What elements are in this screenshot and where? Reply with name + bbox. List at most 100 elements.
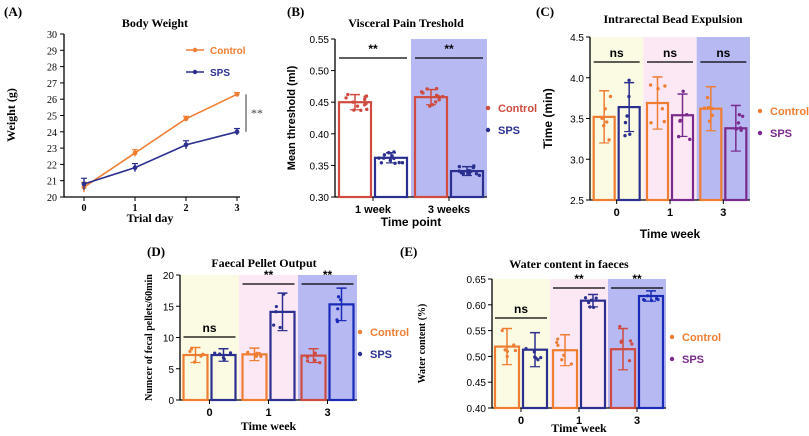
scatter-dot [676, 134, 681, 139]
scatter-dot [318, 361, 322, 365]
scatter-dot [605, 120, 609, 124]
scatter-dot [363, 95, 367, 99]
scatter-dot [602, 123, 606, 128]
y-tick-label-e: 0.50 [467, 352, 487, 363]
scatter-dot [663, 84, 667, 88]
data-point [132, 150, 138, 156]
scatter-dot [678, 118, 683, 123]
x-tick-label-a: 1 [133, 203, 138, 214]
x-tick-label-c: 0 [614, 207, 620, 219]
chart-title-c: Intrarectal Bead Expulsion [603, 12, 742, 26]
scatter-dot [681, 89, 685, 94]
scatter-dot [618, 324, 622, 329]
scatter-dot [589, 298, 593, 302]
y-tick-label-a: 26 [47, 95, 57, 106]
y-tick-label-a: 30 [47, 30, 57, 41]
scatter-dot [441, 94, 445, 99]
y-axis-label-c: Time (min) [541, 88, 555, 148]
scatter-dot [630, 342, 634, 346]
significance-label: ** [574, 272, 584, 286]
y-tick-label-d: 20 [163, 271, 175, 282]
group-background [550, 279, 608, 408]
chart-title-a: Body Weight [122, 16, 188, 30]
group-background [492, 279, 550, 408]
scatter-dot [365, 107, 369, 112]
scatter-dot [641, 298, 646, 302]
scatter-dot [428, 104, 432, 108]
scatter-dot [706, 105, 711, 110]
scatter-dot [603, 107, 607, 111]
series-line-sps [83, 131, 238, 185]
significance-label: ** [264, 268, 274, 282]
scatter-dot [425, 87, 429, 91]
y-tick-label-d: 15 [163, 302, 175, 313]
scatter-dot [569, 362, 574, 366]
scatter-dot [562, 353, 566, 357]
scatter-dot [467, 171, 472, 176]
legend-label-sps: SPS [770, 128, 792, 140]
x-tick-label-a: 3 [235, 203, 240, 214]
y-tick-label-a: 21 [47, 177, 57, 188]
scatter-dot [500, 328, 504, 333]
y-tick-label-a: 25 [47, 112, 57, 123]
scatter-dot [199, 354, 203, 358]
y-axis-label-e: Water content (%) [417, 304, 428, 384]
scatter-dot [359, 108, 363, 113]
y-tick-label-b: 0.35 [310, 161, 330, 172]
legend-label-control: Control [210, 46, 246, 57]
scatter-dot [222, 357, 226, 361]
legend-marker [192, 47, 198, 53]
y-tick-label-a: 22 [47, 160, 57, 171]
scatter-dot [607, 138, 611, 142]
y-tick-label-b: 0.50 [310, 67, 330, 78]
y-tick-label-e: 0.40 [467, 404, 487, 415]
scatter-dot [583, 296, 588, 300]
x-tick-label-a: 0 [82, 203, 87, 214]
scatter-dot [600, 116, 604, 120]
scatter-dot [685, 112, 689, 117]
scatter-dot [397, 160, 401, 165]
panel-c: (C) Intrarectal Bead Expulsion 2.5 3.0 3.5 4.… [536, 4, 809, 241]
scatter-dot [381, 156, 386, 160]
scatter-dot [457, 164, 462, 169]
significance-label: ns [202, 321, 216, 335]
y-tick-label-c: 4.0 [570, 74, 584, 85]
legend-marker [485, 127, 491, 133]
x-axis-label-c: Time week [640, 227, 701, 241]
scatter-dot [734, 127, 738, 131]
x-tick-label-e: 3 [634, 415, 640, 427]
legend-marker [669, 334, 675, 340]
scatter-dot [434, 86, 439, 91]
scatter-dot [619, 339, 623, 343]
x-axis-label-a: Trial day [127, 211, 174, 225]
scatter-dot [660, 107, 665, 111]
scatter-dot [313, 351, 317, 355]
scatter-dot [710, 106, 714, 111]
data-point [81, 181, 87, 187]
legend-marker [757, 108, 763, 114]
group-background [590, 37, 644, 200]
scatter-dot [736, 121, 741, 125]
x-axis-label-e: Time week [551, 421, 607, 435]
scatter-dot [255, 351, 259, 355]
axes-a [63, 34, 240, 198]
legend-label-sps: SPS [370, 349, 392, 361]
scatter-dot [392, 150, 396, 154]
chart-title-e: Water content in faeces [509, 257, 629, 271]
scatter-dot [274, 304, 278, 309]
scatter-dot [430, 103, 435, 107]
panel-label-c: (C) [536, 4, 554, 19]
y-axis-label-d: Numcer of fecal pellets/60min [144, 274, 155, 401]
significance-label: ** [632, 272, 642, 286]
scatter-dot [377, 156, 381, 160]
scatter-dot [355, 104, 360, 108]
y-tick-label-e: 0.60 [467, 301, 487, 312]
panel-e: (E) Water content in faeces 0.40 0.45 0.50 0.… [400, 244, 721, 435]
x-axis-label-d: Time week [241, 419, 297, 433]
y-tick-label-c: 4.5 [570, 33, 584, 44]
scatter-dot [257, 351, 262, 356]
scatter-dot [472, 164, 476, 168]
scatter-dot [274, 310, 278, 314]
